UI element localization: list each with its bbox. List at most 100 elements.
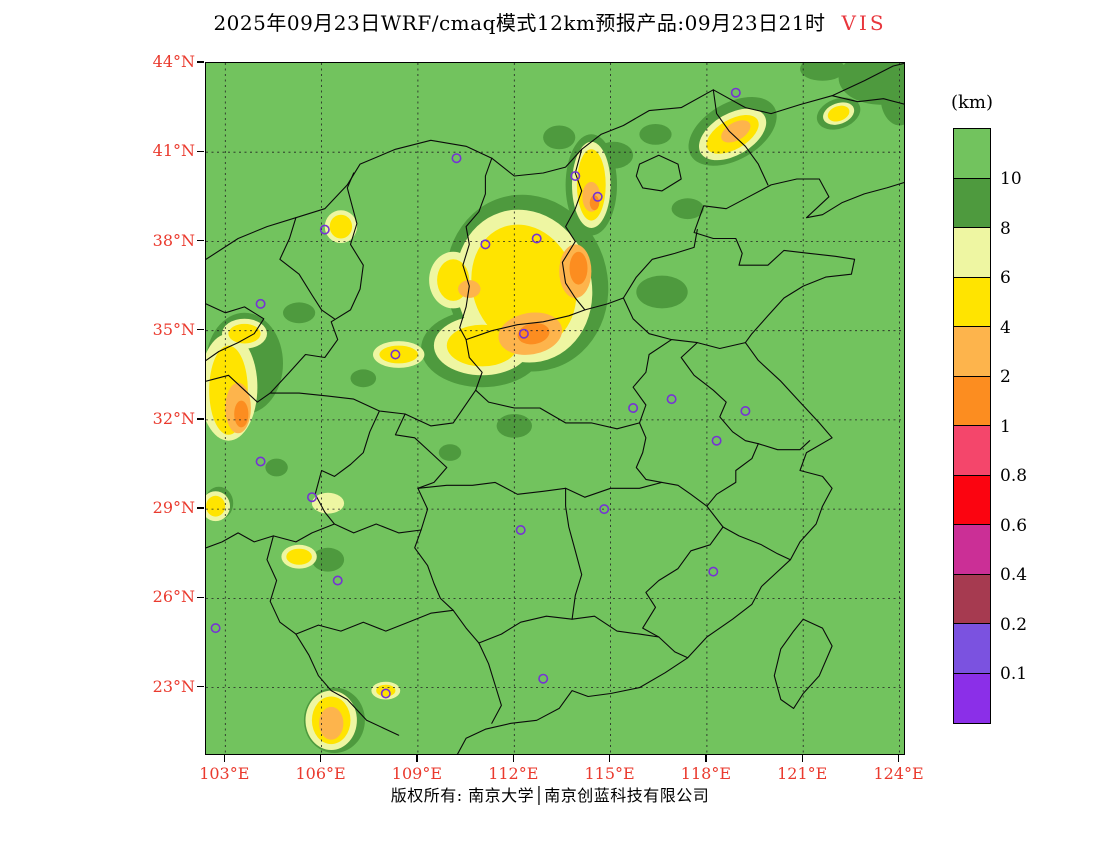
province-boundary: [632, 339, 673, 424]
visibility-patch-2-4km: [319, 706, 344, 740]
province-boundary: [295, 609, 454, 635]
axis-tick-bottom: [512, 755, 514, 762]
station-marker: [570, 171, 581, 182]
station-marker: [531, 233, 542, 244]
lon-axis-label: 109°E: [391, 764, 442, 783]
axis-tick-bottom: [801, 755, 803, 762]
visibility-patch-4-6km: [329, 214, 353, 239]
station-marker: [711, 435, 722, 446]
axis-tick-bottom: [705, 755, 707, 762]
colorbar-tick-label: 0.6: [1000, 515, 1028, 536]
station-marker: [708, 566, 719, 577]
lon-axis-label: 103°E: [199, 764, 250, 783]
lon-axis-label: 121°E: [777, 764, 828, 783]
province-boundary: [712, 89, 769, 186]
colorbar-tick-label: 6: [1000, 268, 1011, 288]
station-marker: [319, 224, 330, 235]
province-boundary: [561, 148, 586, 311]
lat-axis-label: 38°N: [152, 230, 195, 250]
axis-tick-bottom: [608, 755, 611, 762]
station-marker: [255, 456, 266, 467]
visibility-patch-6-8km: [311, 492, 345, 514]
footer-copyright: 版权所有: 南京大学│南京创蓝科技有限公司: [390, 786, 710, 805]
visibility-patch-8-10km: [639, 124, 672, 145]
colorbar-tick-label: 4: [1000, 317, 1011, 338]
visibility-patch-8-10km: [283, 302, 316, 324]
province-boundary: [206, 523, 422, 549]
colorbar-segment-0.6-0.8km: [954, 475, 990, 525]
visibility-map-canvas: [206, 63, 904, 754]
station-marker: [740, 405, 751, 416]
axis-tick-bottom: [223, 755, 225, 762]
station-marker: [730, 87, 741, 98]
visibility-patch-4-6km: [376, 684, 396, 697]
colorbar-segment-8-10km: [954, 178, 990, 228]
visibility-patch-1-2km: [517, 323, 550, 345]
station-marker: [538, 673, 549, 684]
province-boundary: [394, 413, 448, 489]
colorbar-segment-0.2-0.4km: [954, 574, 990, 624]
map-frame: [205, 62, 905, 755]
province-boundary: [706, 443, 759, 507]
station-marker: [210, 623, 221, 634]
axis-tick-left: [197, 61, 204, 63]
visibility-patch-8-10km: [800, 63, 845, 81]
visibility-patch-1-2km: [569, 251, 588, 285]
colorbar-tick-label: 0.1: [1000, 664, 1028, 684]
colorbar-segment-4-6km: [954, 277, 990, 327]
province-boundary: [622, 229, 698, 299]
visibility-patch-4-6km: [206, 495, 226, 517]
colorbar-segment-0.8-1km: [954, 426, 990, 476]
station-marker: [518, 328, 529, 339]
province-boundary: [279, 217, 335, 320]
visibility-patch-8-10km: [880, 66, 904, 126]
province-boundary: [269, 389, 477, 427]
province-boundary: [722, 526, 791, 561]
axis-tick-left: [197, 596, 204, 599]
visibility-patch-8-10km: [438, 444, 462, 461]
province-boundary: [622, 297, 746, 350]
visibility-patch-1-2km: [589, 195, 600, 211]
station-marker: [307, 492, 318, 503]
visibility-patch-4-6km: [286, 548, 312, 565]
axis-tick-bottom: [416, 755, 418, 762]
colorbar-tick-label: 0.8: [1000, 466, 1028, 486]
lat-axis-label: 32°N: [152, 408, 195, 428]
colorbar-segment-0.4-0.6km: [954, 525, 990, 575]
station-marker: [515, 524, 526, 535]
visibility-patch-1-2km: [234, 400, 249, 428]
lon-axis-label: 118°E: [680, 764, 731, 783]
visibility-patch-8-10km: [350, 369, 377, 388]
visibility-patch-8-10km: [496, 414, 532, 438]
lon-axis-label: 124°E: [873, 764, 924, 783]
visibility-patch-8-10km: [311, 547, 345, 572]
province-boundary: [465, 297, 624, 341]
province-boundary: [635, 422, 663, 483]
lon-axis-label: 112°E: [488, 764, 539, 783]
colorbar-segment-0.1-0.2km: [954, 624, 990, 674]
visibility-patch-8-10km: [543, 125, 576, 150]
title-text: 2025年09月23日WRF/cmaq模式12km预报产品:09月23日21时: [213, 11, 826, 35]
province-boundary: [478, 642, 502, 724]
visibility-patch-2-4km: [721, 120, 751, 143]
lat-axis-label: 26°N: [152, 587, 195, 607]
station-marker: [332, 575, 343, 586]
province-boundary: [465, 339, 641, 430]
axis-tick-left: [197, 239, 204, 242]
province-boundary: [680, 342, 759, 445]
province-boundary: [414, 487, 480, 644]
colorbar-tick-label: 10: [1000, 169, 1022, 189]
lat-axis-label: 44°N: [152, 52, 195, 71]
province-boundary: [635, 154, 682, 192]
title-vis-tag: VIS: [841, 11, 887, 35]
axis-tick-left: [197, 418, 204, 420]
lat-axis-label: 29°N: [152, 498, 195, 518]
visibility-patch-4-6km: [228, 323, 261, 344]
colorbar: [953, 128, 991, 724]
lat-axis-label: 35°N: [152, 319, 195, 339]
province-boundary: [456, 178, 904, 754]
axis-tick-bottom: [897, 755, 900, 762]
axis-tick-left: [197, 507, 204, 509]
colorbar-unit-label: (km): [950, 92, 994, 113]
station-marker: [666, 394, 677, 405]
